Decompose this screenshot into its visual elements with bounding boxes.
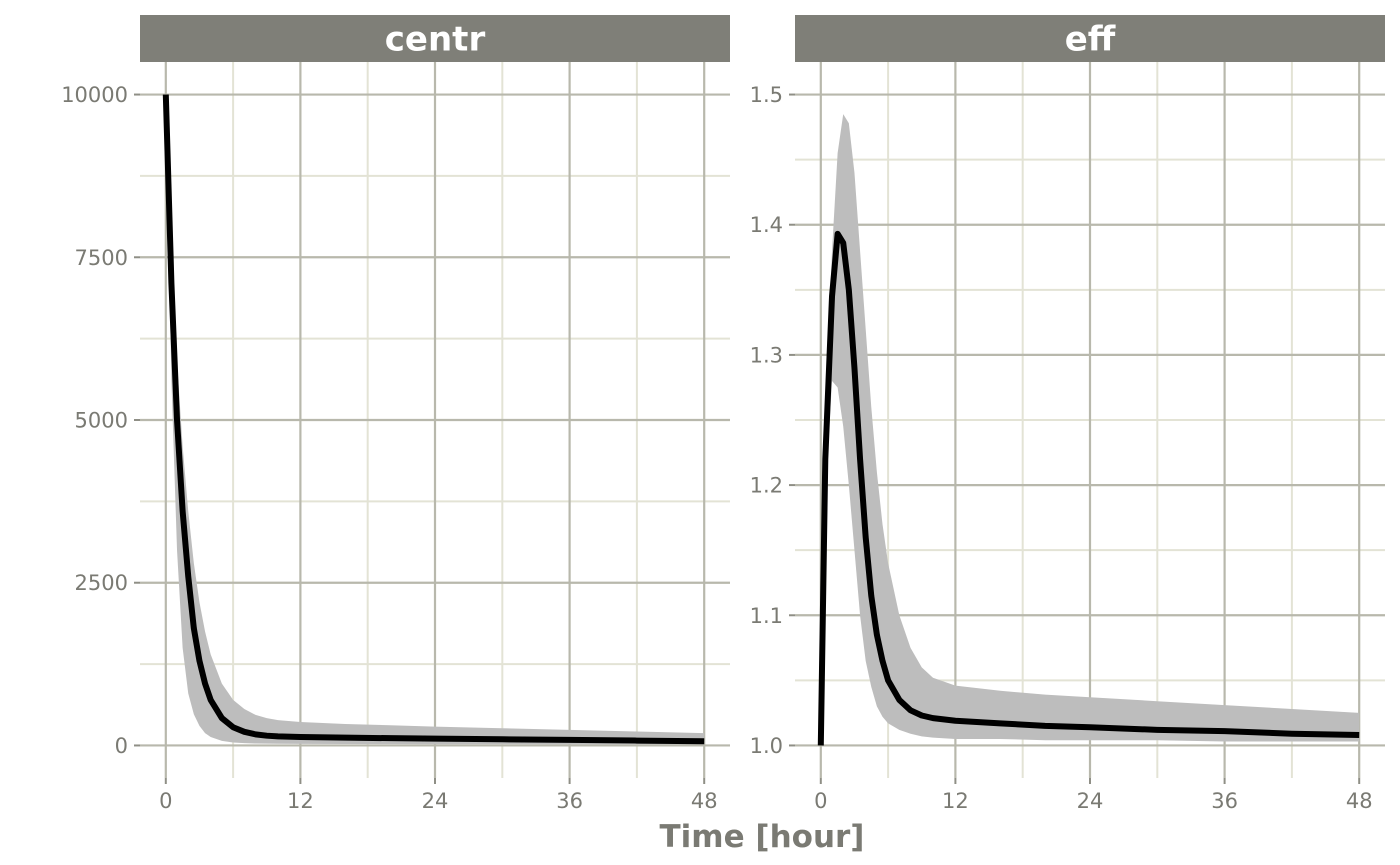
ribbon-eff xyxy=(820,114,1360,746)
y-tick-label: 1.3 xyxy=(750,343,783,367)
x-tick-label: 12 xyxy=(942,789,969,813)
x-tick-label: 12 xyxy=(287,789,314,813)
x-tick-label: 48 xyxy=(1346,789,1373,813)
facet-strip-label: centr xyxy=(385,20,486,60)
y-tick-label: 7500 xyxy=(75,246,128,270)
x-tick-label: 36 xyxy=(1211,789,1238,813)
median-line-centr xyxy=(162,94,705,745)
panel-centr: 0 2500 5000 7500 10000 0 12 24 36 48 centr xyxy=(61,15,730,813)
facet-strip-eff xyxy=(795,15,1385,62)
y-tick-label: 1.4 xyxy=(750,213,783,237)
y-tick-label: 0 xyxy=(115,734,128,758)
x-tick-label: 0 xyxy=(814,789,827,813)
panel-eff: 1.0 1.1 1.2 1.3 1.4 1.5 0 12 24 36 48 eff xyxy=(750,15,1385,813)
x-tick-label: 24 xyxy=(1077,789,1104,813)
y-tick-label: 1.5 xyxy=(750,83,783,107)
x-tick-label: 48 xyxy=(691,789,718,813)
x-tick-label: 36 xyxy=(556,789,583,813)
y-tick-label: 1.1 xyxy=(750,604,783,628)
x-axis-title: Time [hour] xyxy=(660,819,865,855)
ribbon-centr xyxy=(165,94,705,745)
y-tick-label: 2500 xyxy=(75,571,128,595)
facet-strip-label: eff xyxy=(1065,20,1116,60)
median-line-eff xyxy=(817,230,1360,746)
x-tick-label: 0 xyxy=(159,789,172,813)
y-tick-label: 10000 xyxy=(61,83,128,107)
x-tick-label: 24 xyxy=(422,789,449,813)
y-tick-label: 5000 xyxy=(75,409,128,433)
y-tick-label: 1.2 xyxy=(750,474,783,498)
facet-strip-centr xyxy=(140,15,730,62)
y-tick-label: 1.0 xyxy=(750,734,783,758)
